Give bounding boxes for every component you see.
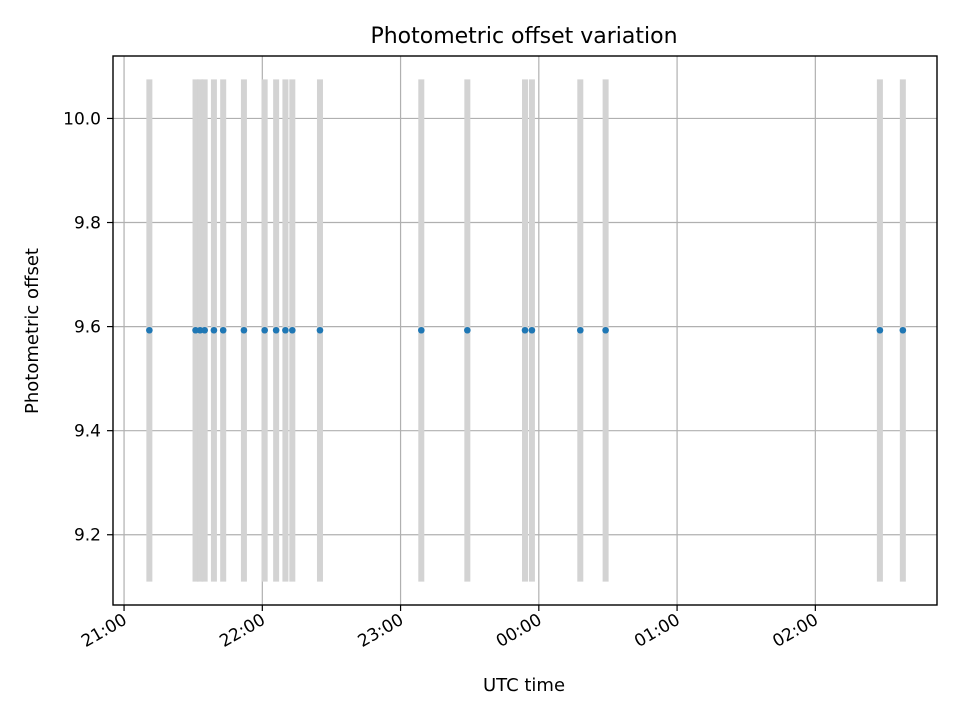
y-axis-label: Photometric offset <box>22 248 43 414</box>
x-tick-label: 01:00 <box>631 610 683 652</box>
y-tick-label: 9.2 <box>74 526 101 546</box>
data-point <box>289 326 296 334</box>
tick-layer: 9.2 9.4 9.6 9.8 10.0 21:00 22:00 23:00 00:00 01:0… <box>63 109 822 651</box>
x-axis-label: UTC time <box>483 675 565 696</box>
data-point <box>272 326 280 334</box>
data-point <box>876 326 884 334</box>
data-point <box>316 326 324 334</box>
data-point <box>240 326 248 334</box>
data-point <box>192 326 199 334</box>
data-point <box>201 326 208 334</box>
x-tick-label: 23:00 <box>355 610 407 652</box>
x-tick-label: 21:00 <box>78 610 130 652</box>
data-point <box>261 326 268 334</box>
data-point <box>418 326 425 334</box>
data-point <box>521 326 529 334</box>
data-point <box>146 326 153 334</box>
chart-title: Photometric offset variation <box>370 24 677 49</box>
y-tick-label: 9.4 <box>74 422 101 442</box>
y-tick-label: 10.0 <box>63 109 101 129</box>
x-tick-label: 22:00 <box>216 610 268 652</box>
data-point <box>210 326 218 334</box>
data-point <box>528 326 536 334</box>
y-tick-label: 9.6 <box>74 318 101 338</box>
data-point <box>602 326 609 334</box>
data-point <box>282 326 289 334</box>
x-tick-label: 02:00 <box>769 610 821 652</box>
data-point <box>219 326 227 334</box>
data-point <box>196 326 204 334</box>
x-tick-label: 00:00 <box>493 610 545 652</box>
point-layer <box>146 326 907 334</box>
data-point <box>577 326 584 334</box>
plot-frame <box>112 55 938 606</box>
data-point <box>464 326 471 334</box>
y-tick-label: 9.8 <box>74 214 101 234</box>
data-point <box>899 326 907 334</box>
